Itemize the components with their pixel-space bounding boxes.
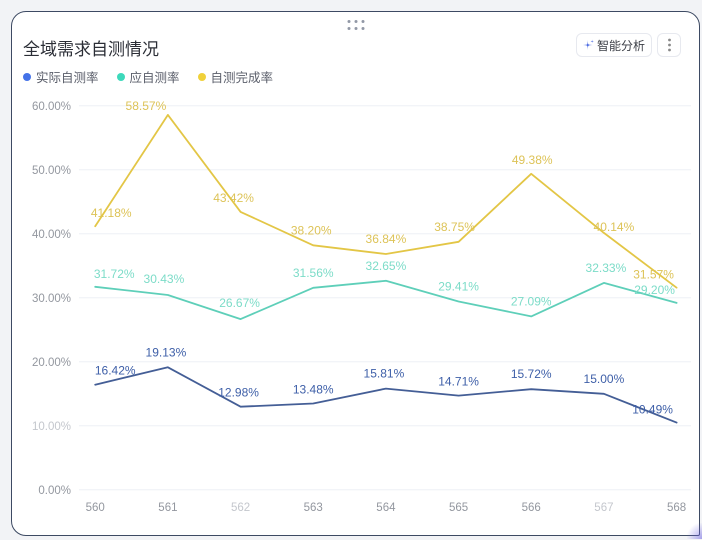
svg-text:19.13%: 19.13% — [146, 345, 187, 359]
svg-text:12.98%: 12.98% — [218, 386, 259, 400]
svg-text:38.75%: 38.75% — [434, 220, 475, 234]
svg-text:31.72%: 31.72% — [94, 267, 135, 281]
svg-text:564: 564 — [376, 502, 396, 514]
svg-text:15.00%: 15.00% — [584, 372, 625, 386]
svg-text:568: 568 — [667, 502, 686, 514]
svg-text:566: 566 — [522, 502, 541, 514]
svg-text:30.00%: 30.00% — [32, 293, 71, 305]
svg-text:49.38%: 49.38% — [512, 153, 553, 167]
svg-text:560: 560 — [86, 502, 105, 514]
svg-text:20.00%: 20.00% — [32, 357, 71, 369]
svg-text:32.33%: 32.33% — [586, 261, 627, 275]
svg-text:40.00%: 40.00% — [32, 229, 71, 241]
svg-text:26.67%: 26.67% — [219, 296, 260, 310]
svg-text:31.57%: 31.57% — [633, 268, 674, 282]
svg-text:561: 561 — [158, 502, 177, 514]
svg-text:27.09%: 27.09% — [511, 294, 552, 308]
svg-text:40.14%: 40.14% — [594, 220, 635, 234]
svg-text:15.81%: 15.81% — [364, 367, 405, 381]
svg-text:30.43%: 30.43% — [144, 272, 185, 286]
svg-text:13.48%: 13.48% — [293, 383, 334, 397]
svg-text:14.71%: 14.71% — [438, 375, 479, 389]
svg-text:50.00%: 50.00% — [32, 165, 71, 177]
svg-text:38.20%: 38.20% — [291, 223, 332, 237]
svg-text:15.72%: 15.72% — [511, 367, 552, 381]
svg-text:58.57%: 58.57% — [126, 99, 167, 113]
svg-text:562: 562 — [231, 502, 250, 514]
svg-text:565: 565 — [449, 502, 468, 514]
svg-text:32.65%: 32.65% — [366, 259, 407, 273]
svg-text:10.49%: 10.49% — [632, 403, 673, 417]
svg-text:567: 567 — [594, 502, 613, 514]
svg-text:29.20%: 29.20% — [634, 283, 675, 297]
svg-text:10.00%: 10.00% — [32, 421, 71, 433]
svg-text:41.18%: 41.18% — [91, 206, 132, 220]
svg-text:43.42%: 43.42% — [213, 191, 254, 205]
svg-text:31.56%: 31.56% — [293, 266, 334, 280]
svg-text:36.84%: 36.84% — [366, 232, 407, 246]
svg-text:0.00%: 0.00% — [38, 485, 71, 497]
svg-text:60.00%: 60.00% — [32, 101, 71, 113]
svg-text:29.41%: 29.41% — [438, 280, 479, 294]
svg-text:16.42%: 16.42% — [95, 364, 136, 378]
svg-text:563: 563 — [304, 502, 323, 514]
